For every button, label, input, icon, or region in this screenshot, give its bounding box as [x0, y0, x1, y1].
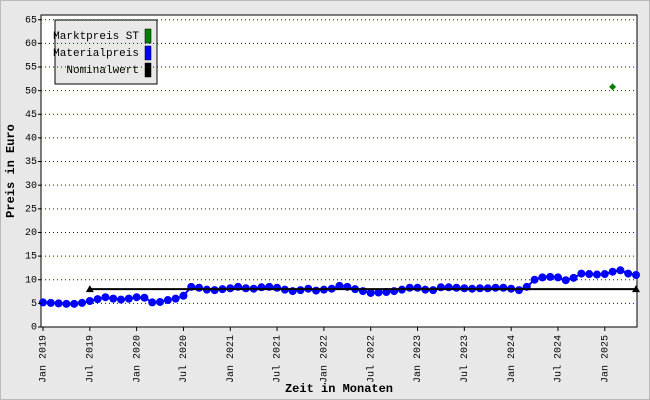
point — [39, 298, 47, 307]
y-tick-label: 60 — [25, 39, 37, 50]
legend-swatch — [144, 62, 152, 78]
point — [156, 297, 165, 306]
y-tick-label: 65 — [25, 15, 37, 26]
legend-label: Materialpreis — [53, 48, 139, 60]
point — [600, 270, 609, 279]
point — [195, 283, 204, 292]
x-tick-label: Jul 2022 — [365, 335, 377, 383]
y-tick-label: 55 — [25, 63, 37, 74]
x-tick-label: Jul 2021 — [272, 335, 284, 383]
legend-box — [54, 19, 158, 85]
x-tick-label: Jan 2021 — [226, 335, 237, 383]
point — [109, 294, 118, 303]
y-axis-title: Preis in Euro — [4, 124, 18, 218]
point — [592, 270, 601, 279]
point — [624, 269, 633, 278]
legend-label: Nominalwert — [66, 65, 139, 77]
point — [499, 283, 508, 292]
x-tick-label: Jul 2019 — [84, 335, 96, 383]
legend-label: Marktpreis ST — [53, 31, 139, 43]
x-tick-label: Jul 2023 — [459, 335, 471, 383]
x-tick-label: Jan 2023 — [413, 335, 424, 383]
x-tick-label: Jan 2022 — [320, 335, 331, 383]
point — [577, 269, 586, 278]
point — [101, 293, 110, 302]
point — [569, 273, 578, 282]
y-tick-label: 25 — [25, 204, 37, 215]
point — [366, 288, 375, 297]
y-tick-label: 40 — [25, 134, 37, 145]
point — [405, 283, 414, 292]
point — [585, 270, 594, 279]
y-tick-label: 20 — [25, 228, 37, 239]
point — [171, 294, 180, 303]
point — [85, 297, 94, 305]
point — [46, 298, 55, 307]
point — [273, 283, 282, 292]
point — [62, 299, 71, 308]
x-tick-label: Jan 2019 — [39, 335, 50, 383]
point — [538, 273, 547, 282]
point — [312, 286, 321, 295]
point — [616, 266, 625, 275]
point — [70, 299, 79, 308]
point — [553, 273, 562, 282]
x-tick-label: Jan 2024 — [507, 335, 518, 383]
y-tick-label: 0 — [31, 323, 37, 334]
legend: Marktpreis ST Materialpreis Nominalwert — [53, 19, 158, 85]
point — [117, 295, 126, 304]
y-tick-label: 45 — [25, 110, 37, 121]
y-tick-label: 5 — [31, 299, 37, 310]
point — [163, 296, 172, 305]
point — [608, 267, 617, 276]
point — [491, 283, 500, 292]
point — [335, 281, 344, 290]
point — [93, 295, 102, 304]
point — [609, 83, 617, 91]
y-tick-label: 35 — [25, 157, 37, 168]
y-tick-label: 10 — [25, 275, 37, 286]
point — [140, 293, 149, 302]
point — [546, 272, 555, 281]
point — [132, 293, 141, 302]
x-tick-label: Jul 2024 — [553, 335, 565, 383]
legend-swatch — [144, 45, 152, 61]
y-tick-label: 30 — [25, 181, 37, 192]
x-tick-label: Jan 2020 — [132, 335, 143, 383]
point — [632, 285, 640, 293]
point — [413, 283, 422, 292]
y-tick-label: 50 — [25, 86, 37, 97]
point — [124, 294, 133, 303]
point — [54, 299, 63, 308]
point — [452, 283, 461, 292]
legend-swatch — [144, 28, 152, 44]
x-tick-label: Jan 2025 — [600, 335, 611, 383]
point — [374, 288, 383, 297]
point — [85, 285, 94, 293]
y-tick-label: 15 — [25, 252, 37, 263]
x-tick-label: Jul 2020 — [178, 335, 190, 383]
point — [148, 298, 157, 307]
point — [78, 298, 87, 307]
x-axis-title: Zeit in Monaten — [285, 382, 393, 396]
point — [632, 271, 640, 279]
point — [530, 275, 539, 284]
point — [179, 291, 188, 300]
